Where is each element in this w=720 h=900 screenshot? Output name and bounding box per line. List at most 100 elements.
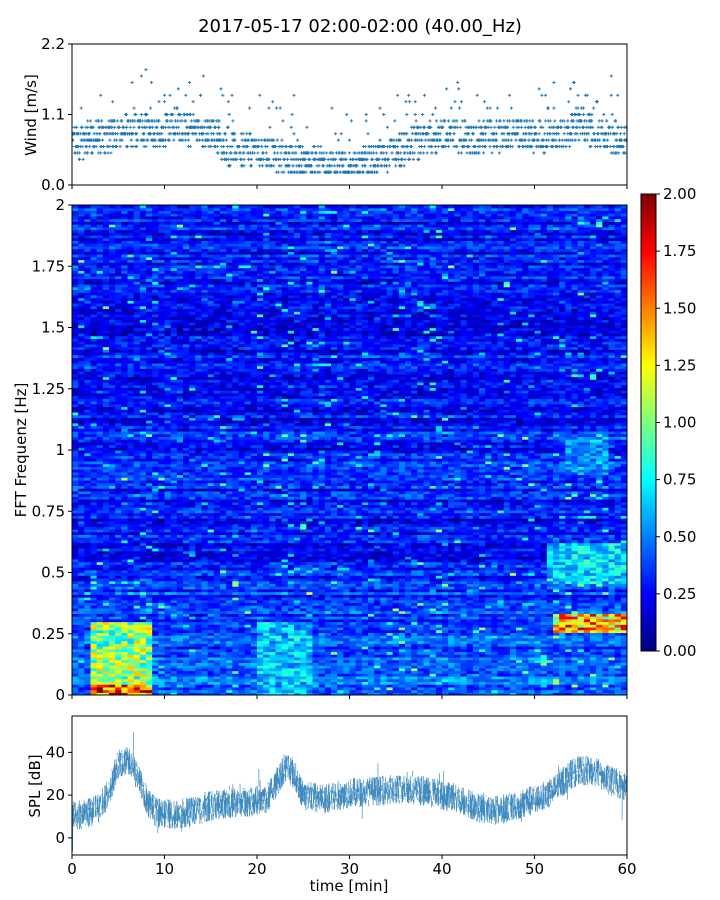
spectrogram-cell bbox=[590, 646, 597, 650]
spectrogram-cell bbox=[287, 646, 295, 650]
wind-point bbox=[467, 144, 471, 149]
spectrogram-cell bbox=[90, 626, 98, 631]
spectrogram-cell bbox=[528, 670, 536, 674]
spectrogram-cell bbox=[497, 689, 505, 693]
wind-point bbox=[459, 151, 464, 155]
spectrogram-cell bbox=[577, 651, 585, 655]
spectrogram-cell bbox=[405, 692, 412, 695]
spectrogram-cell bbox=[318, 662, 326, 666]
spectrogram-cell bbox=[269, 662, 277, 666]
spectrogram-cell bbox=[115, 640, 122, 644]
spectrogram-cell bbox=[324, 665, 332, 669]
spectrogram-cell bbox=[164, 665, 172, 669]
spectrogram-cell bbox=[522, 681, 529, 685]
spectrogram-cell bbox=[577, 689, 585, 693]
spectrogram-cell bbox=[195, 613, 203, 617]
wind-point bbox=[260, 164, 265, 168]
spectrogram-cell bbox=[602, 684, 610, 688]
spectrogram-cell bbox=[84, 670, 92, 674]
spectrogram-cell bbox=[614, 689, 622, 693]
spectrogram-cell bbox=[90, 635, 98, 639]
spectrogram-cell bbox=[300, 643, 307, 647]
spectrogram-cell bbox=[454, 692, 462, 695]
spectrogram-cell bbox=[96, 656, 104, 661]
spectrogram-cell bbox=[244, 692, 252, 695]
spectrogram-cell bbox=[300, 621, 307, 625]
spectrogram-cell bbox=[620, 656, 627, 661]
wind-point bbox=[417, 157, 421, 161]
spectrogram-cell bbox=[121, 621, 129, 625]
spectrogram-cell bbox=[133, 648, 141, 653]
spectrogram-cell bbox=[189, 640, 196, 644]
spectrogram-cell bbox=[608, 665, 616, 669]
spectrogram-cell bbox=[429, 621, 437, 625]
wind-point bbox=[590, 119, 594, 123]
spectrogram-cell bbox=[195, 618, 203, 623]
wind-point bbox=[537, 132, 541, 136]
spectrogram-cell bbox=[429, 618, 437, 623]
spectrogram-cell bbox=[620, 684, 627, 688]
spectrogram-cell bbox=[189, 629, 196, 633]
wind-point bbox=[510, 144, 514, 149]
spectrogram-cell bbox=[102, 656, 110, 661]
spectrogram-cell bbox=[460, 621, 468, 625]
spectrogram-cell bbox=[398, 610, 406, 614]
spectrogram-cell bbox=[238, 621, 246, 625]
spectrogram-cell bbox=[300, 651, 307, 655]
spectrogram-cell bbox=[361, 662, 369, 666]
spectrogram-cell bbox=[201, 689, 209, 693]
wind-point bbox=[494, 138, 499, 142]
spectrogram-cell bbox=[349, 681, 357, 685]
spectrogram-cell bbox=[361, 665, 369, 669]
spectrogram-cell bbox=[454, 675, 462, 680]
spectrogram-cell bbox=[115, 616, 122, 620]
spectrogram-cell bbox=[485, 659, 492, 663]
spectrogram-cell bbox=[324, 643, 332, 647]
spectrogram-cell bbox=[127, 629, 135, 633]
wind-point bbox=[501, 144, 505, 149]
spectrogram-cell bbox=[176, 667, 184, 672]
spectrogram-cell bbox=[534, 643, 542, 647]
wind-point bbox=[233, 132, 237, 136]
spectrogram-cell bbox=[158, 648, 166, 653]
spectrogram-cell bbox=[96, 643, 104, 647]
spectrogram-cell bbox=[226, 640, 233, 644]
wind-point bbox=[375, 170, 379, 174]
spectrogram-cell bbox=[257, 646, 264, 650]
spectrogram-cell bbox=[442, 692, 449, 695]
wind-point bbox=[100, 119, 104, 123]
spectrogram-cell bbox=[411, 624, 418, 628]
spectrogram-cell bbox=[608, 613, 616, 617]
spectrogram-cell bbox=[442, 659, 449, 663]
spectrogram-cell bbox=[411, 613, 418, 617]
spectrogram-cell bbox=[590, 667, 597, 672]
spectrogram-cell bbox=[238, 646, 246, 650]
wind-point bbox=[198, 93, 203, 97]
spectrogram-cell bbox=[602, 651, 610, 655]
spectrogram-cell bbox=[546, 662, 554, 666]
spectrogram-cell bbox=[614, 629, 622, 633]
wind-point bbox=[330, 164, 334, 168]
spectrogram-cell bbox=[78, 626, 85, 631]
spectrogram-cell bbox=[176, 637, 184, 642]
spectrogram-cell bbox=[361, 643, 369, 647]
spectrogram-cell bbox=[226, 621, 233, 625]
spectrogram-cell bbox=[608, 648, 616, 653]
wind-point bbox=[537, 87, 541, 91]
spectrogram-cell bbox=[244, 684, 252, 688]
spectrogram-cell bbox=[170, 678, 178, 682]
spectrogram-cell bbox=[263, 646, 270, 650]
spectrogram-cell bbox=[109, 659, 116, 663]
spectrogram-cell bbox=[565, 675, 573, 680]
wind-point bbox=[475, 93, 479, 97]
wind-point bbox=[433, 106, 438, 110]
spectrogram-cell bbox=[571, 648, 579, 653]
spectrogram-cell bbox=[596, 692, 603, 695]
spectrogram-cell bbox=[257, 684, 264, 688]
spectrogram-cell bbox=[614, 686, 622, 691]
spectrogram-cell bbox=[324, 654, 332, 658]
spectrogram-cell bbox=[479, 689, 486, 693]
spectrogram-cell bbox=[331, 632, 338, 636]
wind-point bbox=[480, 125, 484, 129]
spectrogram-cell bbox=[343, 621, 351, 625]
